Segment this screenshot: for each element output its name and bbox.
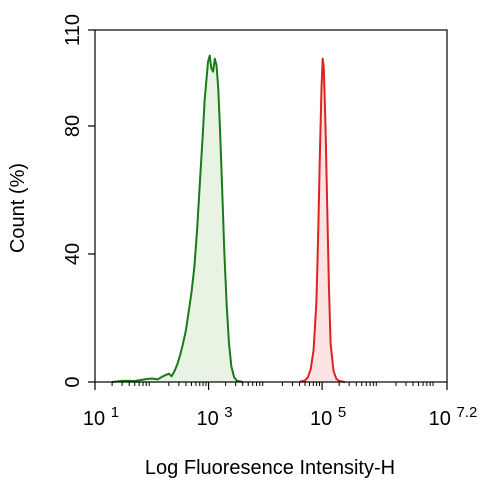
x-tick-label: 10 5 (310, 404, 346, 430)
y-axis-title: Count (%) (7, 163, 29, 253)
plot-frame (94, 29, 448, 383)
series-2-line (299, 57, 345, 383)
plot-area (111, 54, 345, 383)
series-1-line (111, 54, 243, 383)
x-tick-label: 10 1 (83, 404, 119, 430)
x-tick-label: 10 3 (196, 404, 232, 430)
series-1-area (112, 55, 243, 382)
axes: 0 40 80 110 10 1 10 3 10 5 10 7.2 (62, 14, 477, 430)
y-tick-label: 80 (62, 115, 84, 137)
x-axis-title: Log Fluoresence Intensity-H (145, 457, 395, 479)
y-tick-label: 0 (62, 376, 84, 387)
y-tick-label: 40 (62, 243, 84, 265)
x-tick-label: 10 7.2 (429, 404, 478, 430)
y-tick-label: 110 (62, 14, 84, 46)
series-2-area (299, 58, 345, 383)
